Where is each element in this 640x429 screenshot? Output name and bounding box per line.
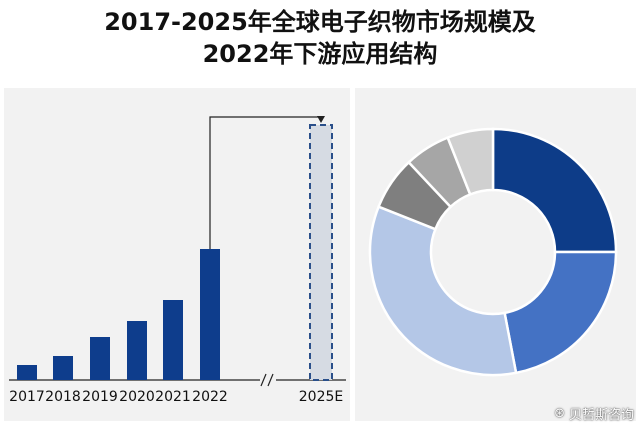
x-tick-label-2025E: 2025E <box>299 389 343 405</box>
x-tick-label-2020: 2020 <box>119 389 155 405</box>
x-tick-label-2021: 2021 <box>155 389 191 405</box>
bar-2019 <box>90 337 110 380</box>
bar-2020 <box>127 321 147 380</box>
bar-2017 <box>17 365 37 380</box>
chart-title: 2017-2025年全球电子织物市场规模及 2022年下游应用结构 <box>0 6 640 70</box>
weibo-icon: ⊛ <box>554 406 565 421</box>
bar-2021 <box>163 300 183 380</box>
axis-break-mark-1 <box>260 373 267 387</box>
x-tick-label-2022: 2022 <box>192 389 228 405</box>
axis-break-mark-2 <box>267 373 274 387</box>
chart-title-line2: 2022年下游应用结构 <box>202 40 438 68</box>
watermark-text: 贝哲斯咨询 <box>568 408 634 423</box>
x-tick-label-2019: 2019 <box>82 389 118 405</box>
donut-slice-1 <box>491 127 618 254</box>
growth-arrowhead <box>317 116 325 123</box>
donut-slice-3 <box>368 205 518 377</box>
x-tick-label-2017: 2017 <box>9 389 45 405</box>
x-tick-label-2018: 2018 <box>45 389 81 405</box>
donut-slice-6 <box>446 127 495 196</box>
bar-2022 <box>200 249 220 380</box>
growth-arrow-line <box>209 116 321 249</box>
panel-divider <box>351 88 354 421</box>
donut-slice-2 <box>503 250 618 375</box>
bar-2018 <box>53 356 73 380</box>
bar-2025E <box>309 124 333 381</box>
chart-title-line1: 2017-2025年全球电子织物市场规模及 <box>104 8 536 36</box>
watermark: ⊛ 贝哲斯咨询 <box>554 404 634 423</box>
